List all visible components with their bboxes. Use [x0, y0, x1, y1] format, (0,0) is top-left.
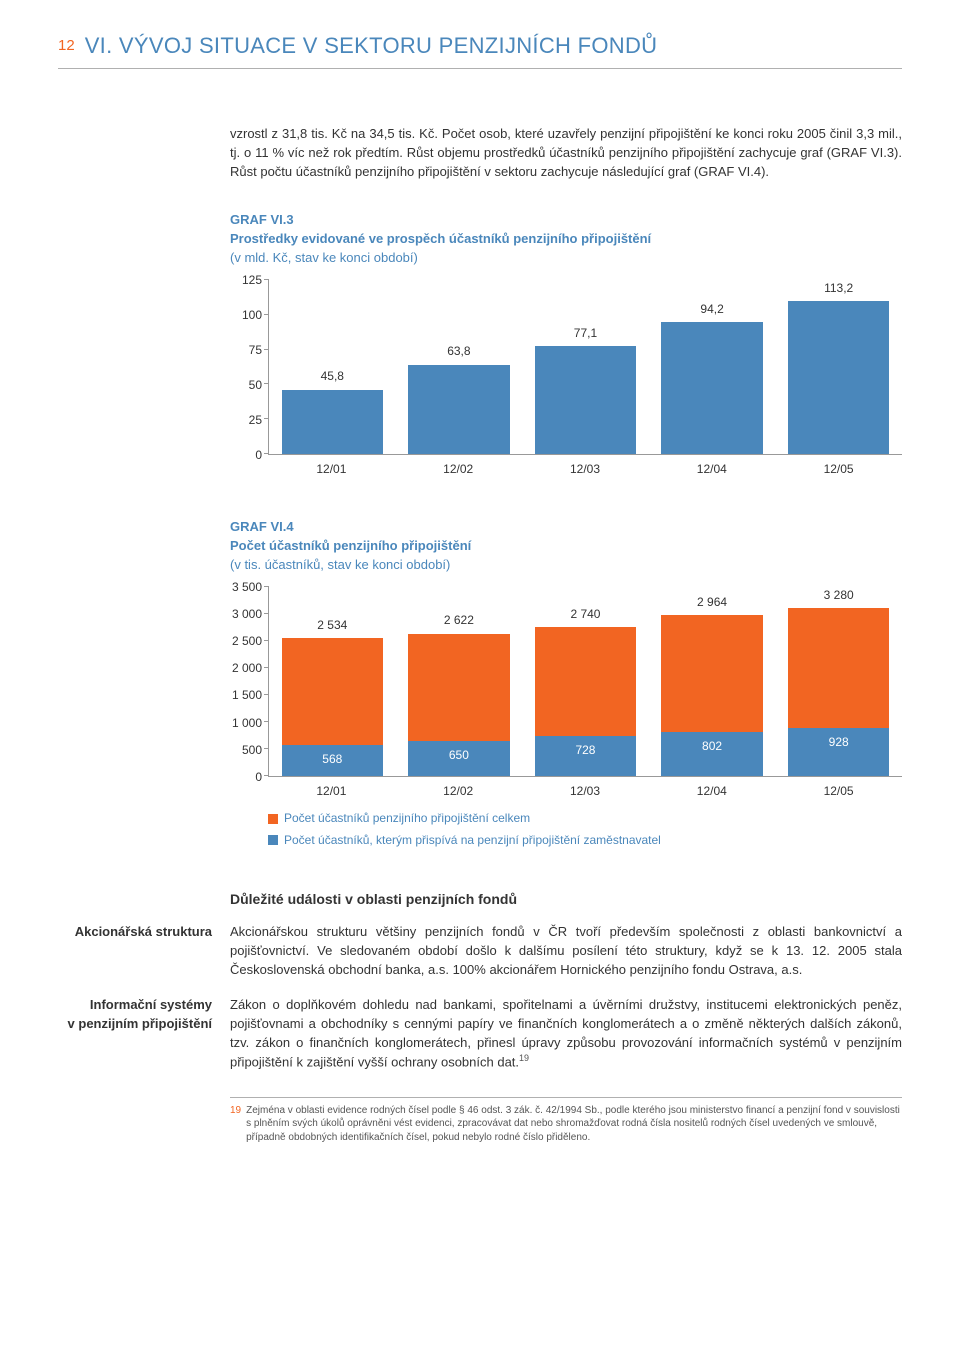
subsection-heading: Důležité události v oblasti penzijních f… — [230, 889, 902, 909]
plot-area: 45,8 63,8 77,1 94,2 113,2 — [268, 280, 902, 455]
x-tick-label: 12/04 — [661, 461, 762, 478]
bar-value-label: 63,8 — [447, 343, 470, 360]
bar-column: 77,1 — [535, 280, 636, 454]
x-tick-label: 12/04 — [661, 783, 762, 800]
chart-vi3: GRAF VI.3 Prostředky evidované ve prospě… — [230, 211, 902, 478]
bar-column: 63,8 — [408, 280, 509, 454]
page-number: 12 — [58, 35, 75, 57]
chart-unit: (v mld. Kč, stav ke konci období) — [230, 249, 902, 268]
chart-area: 1251007550250 45,8 63,8 77,1 94,2 113,2 — [230, 280, 902, 455]
bar-column: 2 534 568 — [282, 587, 383, 776]
side-label: Informační systémy v penzijním připojišt… — [58, 996, 230, 1073]
chart-vi4: GRAF VI.4 Počet účastníků penzijního při… — [230, 518, 902, 849]
bar — [535, 346, 636, 454]
x-tick-label: 12/01 — [281, 461, 382, 478]
bar-top-label: 2 964 — [697, 594, 727, 611]
bar-bottom-label: 650 — [408, 741, 509, 764]
x-tick-label: 12/05 — [788, 461, 889, 478]
bar-bottom-segment: 568 — [282, 745, 383, 776]
bar-top-segment — [788, 608, 889, 728]
paragraph-row: Akcionářská struktura Akcionářskou struk… — [58, 923, 902, 980]
bar-value-label: 45,8 — [321, 368, 344, 385]
x-tick-label: 12/02 — [407, 461, 508, 478]
footnote-number: 19 — [230, 1104, 241, 1145]
legend-item: Počet účastníků penzijního připojištění … — [268, 810, 902, 827]
bar-bottom-label: 728 — [535, 736, 636, 759]
section-title: VI. VÝVOJ SITUACE V SEKTORU PENZIJNÍCH F… — [85, 30, 658, 62]
x-tick-label: 12/05 — [788, 783, 889, 800]
legend-label: Počet účastníků, kterým přispívá na penz… — [284, 832, 661, 849]
chart-id: GRAF VI.4 — [230, 518, 902, 537]
bar-bottom-label: 928 — [788, 728, 889, 751]
bar-column: 2 964 802 — [661, 587, 762, 776]
x-tick-label: 12/03 — [534, 461, 635, 478]
bar-top-segment — [282, 638, 383, 745]
plot-area: 2 534 568 2 622 650 2 740 728 2 964 802 3 280 928 — [268, 587, 902, 777]
bar-column: 113,2 — [788, 280, 889, 454]
bar-bottom-segment: 928 — [788, 728, 889, 775]
legend: Počet účastníků penzijního připojištění … — [268, 810, 902, 849]
bar — [661, 322, 762, 454]
bar-value-label: 77,1 — [574, 325, 597, 342]
chart-unit: (v tis. účastníků, stav ke konci období) — [230, 556, 902, 575]
bar-column: 45,8 — [282, 280, 383, 454]
x-tick-label: 12/03 — [534, 783, 635, 800]
bar-bottom-segment: 728 — [535, 736, 636, 776]
bar-top-label: 2 740 — [570, 606, 600, 623]
footnote: 19 Zejména v oblasti evidence rodných čí… — [230, 1104, 902, 1145]
bar-value-label: 94,2 — [700, 301, 723, 318]
bar-bottom-segment: 650 — [408, 741, 509, 776]
chart-id: GRAF VI.3 — [230, 211, 902, 230]
bar-column: 2 740 728 — [535, 587, 636, 776]
footnote-separator — [230, 1097, 902, 1104]
y-axis: 1251007550250 — [230, 280, 268, 455]
footnote-text: Zejména v oblasti evidence rodných čísel… — [246, 1104, 902, 1145]
bar — [788, 301, 889, 454]
legend-swatch — [268, 835, 278, 845]
bar-top-segment — [661, 615, 762, 732]
bar-top-segment — [535, 627, 636, 736]
page-header: 12 VI. VÝVOJ SITUACE V SEKTORU PENZIJNÍC… — [58, 30, 902, 69]
y-axis: 3 5003 0002 5002 0001 5001 0005000 — [230, 587, 268, 777]
chart-subtitle: Počet účastníků penzijního připojištění — [230, 537, 902, 556]
intro-paragraph: vzrostl z 31,8 tis. Kč na 34,5 tis. Kč. … — [230, 125, 902, 182]
paragraph-body: Akcionářskou strukturu většiny penzijníc… — [230, 923, 902, 980]
x-axis: 12/01 12/02 12/03 12/04 12/05 — [268, 461, 902, 478]
chart-subtitle: Prostředky evidované ve prospěch účastní… — [230, 230, 902, 249]
bar-top-label: 2 534 — [317, 617, 347, 634]
bar — [408, 365, 509, 454]
side-label: Akcionářská struktura — [58, 923, 230, 980]
legend-label: Počet účastníků penzijního připojištění … — [284, 810, 530, 827]
bar-column: 3 280 928 — [788, 587, 889, 776]
bar-top-label: 3 280 — [824, 587, 854, 604]
x-tick-label: 12/01 — [281, 783, 382, 800]
chart-area: 3 5003 0002 5002 0001 5001 0005000 2 534… — [230, 587, 902, 777]
footnote-ref: 19 — [519, 1053, 529, 1063]
paragraph-row: Informační systémy v penzijním připojišt… — [58, 996, 902, 1073]
bar-bottom-label: 802 — [661, 732, 762, 755]
bar-column: 94,2 — [661, 280, 762, 454]
bar-bottom-label: 568 — [282, 745, 383, 768]
bar-top-segment — [408, 634, 509, 741]
paragraph-body: Zákon o doplňkovém dohledu nad bankami, … — [230, 996, 902, 1073]
bars: 2 534 568 2 622 650 2 740 728 2 964 802 3 280 928 — [269, 587, 902, 776]
bar — [282, 390, 383, 454]
bars: 45,8 63,8 77,1 94,2 113,2 — [269, 280, 902, 454]
legend-item: Počet účastníků, kterým přispívá na penz… — [268, 832, 902, 849]
bar-bottom-segment: 802 — [661, 732, 762, 776]
bar-top-label: 2 622 — [444, 612, 474, 629]
bar-value-label: 113,2 — [824, 280, 853, 297]
legend-swatch — [268, 814, 278, 824]
x-axis: 12/01 12/02 12/03 12/04 12/05 — [268, 783, 902, 800]
bar-column: 2 622 650 — [408, 587, 509, 776]
x-tick-label: 12/02 — [407, 783, 508, 800]
